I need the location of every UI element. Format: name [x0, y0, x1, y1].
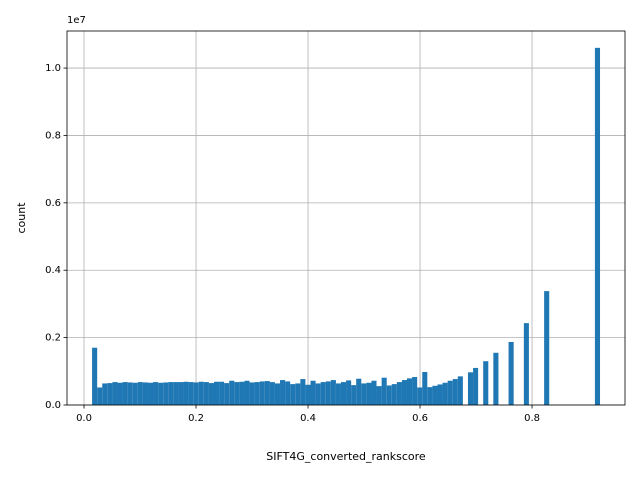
- bar: [183, 381, 189, 405]
- bar: [97, 387, 103, 405]
- bar: [361, 383, 367, 405]
- bar: [188, 382, 194, 405]
- bar: [127, 382, 133, 405]
- bar: [305, 384, 311, 405]
- bar: [371, 380, 377, 405]
- bar: [406, 378, 413, 405]
- bar: [412, 377, 418, 405]
- bar: [396, 382, 402, 405]
- bar: [467, 372, 474, 405]
- bar: [203, 382, 209, 405]
- x-tick-label: 0.6: [412, 413, 428, 424]
- bar: [147, 382, 154, 405]
- bar: [142, 382, 148, 405]
- bar: [193, 382, 199, 405]
- bar: [214, 381, 220, 405]
- bar: [417, 387, 423, 405]
- bar: [483, 361, 489, 405]
- bar: [335, 383, 341, 405]
- bar: [239, 381, 245, 405]
- bar: [391, 384, 397, 405]
- x-tick-label: 0.2: [188, 413, 204, 424]
- axes-frame: [66, 30, 626, 406]
- y-tick-label: 0.0: [45, 400, 61, 411]
- bar: [452, 379, 458, 405]
- x-tick-label: 0.4: [300, 413, 316, 424]
- bar: [163, 382, 169, 405]
- bar: [427, 387, 433, 405]
- bar: [259, 381, 265, 405]
- bar: [493, 352, 499, 405]
- bar: [376, 386, 382, 405]
- bar: [244, 380, 250, 405]
- bar: [158, 382, 164, 405]
- bar: [386, 385, 392, 405]
- bar: [290, 384, 296, 405]
- bar: [340, 382, 347, 405]
- bar: [325, 381, 331, 405]
- y-offset-text: 1e7: [67, 15, 86, 26]
- bar: [285, 381, 291, 405]
- bar: [544, 291, 550, 405]
- bar: [92, 347, 98, 405]
- bar: [442, 382, 448, 405]
- bar: [330, 380, 336, 405]
- bar: [107, 383, 113, 405]
- bar: [274, 383, 281, 405]
- bar: [198, 381, 204, 405]
- bar: [320, 382, 326, 405]
- bar: [356, 378, 362, 405]
- bar: [457, 376, 463, 405]
- bar: [264, 381, 270, 405]
- bar: [102, 383, 108, 405]
- bar: [234, 382, 240, 405]
- x-axis-label: SIFT4G_converted_rankscore: [266, 450, 426, 463]
- bar: [249, 382, 255, 405]
- bar: [381, 377, 387, 405]
- bar: [117, 382, 123, 405]
- bar: [178, 382, 184, 405]
- bar: [132, 382, 138, 405]
- bar: [473, 367, 479, 405]
- x-tick-label: 0.8: [524, 413, 540, 424]
- bar: [401, 380, 407, 405]
- y-axis-label: count: [15, 202, 28, 234]
- bar: [229, 380, 235, 405]
- bar: [153, 382, 159, 405]
- bar: [208, 383, 215, 405]
- y-tick-label: 0.8: [45, 130, 61, 141]
- bar: [447, 380, 453, 405]
- bar: [168, 382, 174, 405]
- y-tick-label: 0.6: [45, 198, 61, 209]
- bar: [422, 371, 428, 405]
- bar: [523, 323, 529, 405]
- bar: [173, 382, 179, 405]
- bar: [366, 382, 372, 405]
- bar: [432, 385, 438, 405]
- y-tick-label: 0.2: [45, 333, 61, 344]
- bar: [219, 381, 225, 405]
- bar: [137, 382, 143, 405]
- bar: [224, 383, 230, 405]
- bar: [300, 379, 306, 405]
- bar: [351, 385, 357, 405]
- bar: [315, 383, 321, 405]
- bar: [437, 384, 443, 405]
- y-tick-label: 1.0: [45, 63, 61, 74]
- bar: [254, 382, 260, 405]
- bar: [310, 380, 316, 405]
- bar: [112, 382, 118, 405]
- bar: [269, 382, 275, 405]
- bar: [508, 341, 514, 405]
- x-tick-label: 0.0: [76, 413, 92, 424]
- bar: [346, 380, 352, 405]
- bar: [295, 383, 301, 405]
- bar: [594, 47, 601, 405]
- y-tick-label: 0.4: [45, 265, 61, 276]
- bar: [280, 380, 286, 405]
- bar: [122, 382, 128, 405]
